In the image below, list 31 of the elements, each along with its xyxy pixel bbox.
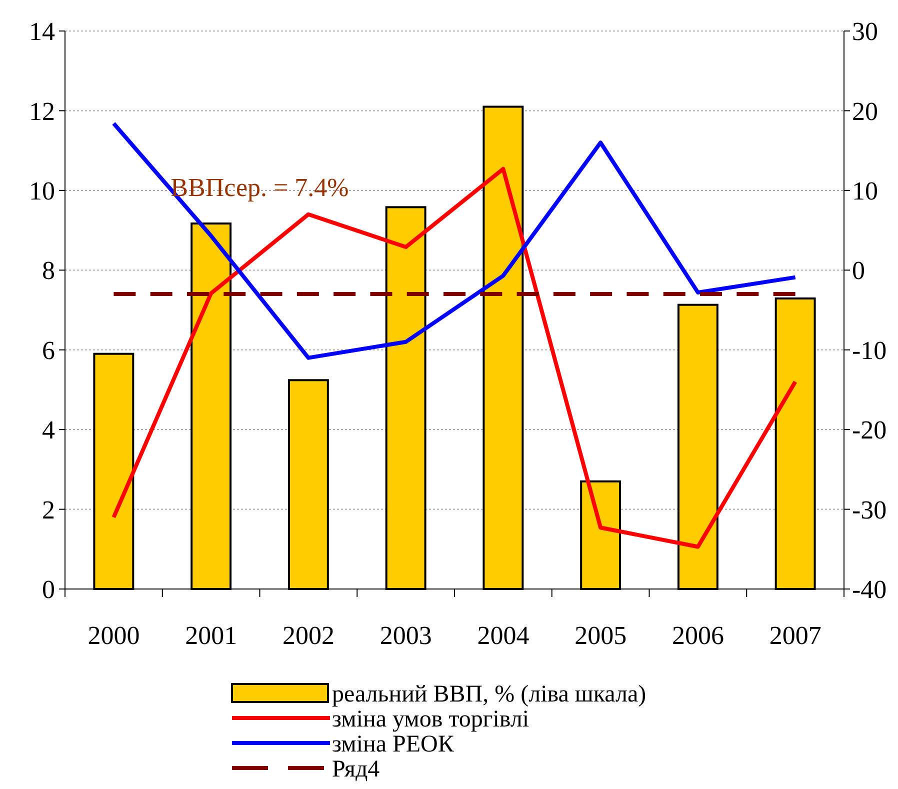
y-tick-label: 8: [42, 256, 55, 286]
legend-label: Ряд4: [332, 756, 380, 782]
y2-tick-label: 20: [852, 96, 878, 126]
line-series: [112, 121, 798, 360]
x-tick-label: 2003: [380, 621, 432, 650]
x-tick-label: 2006: [672, 621, 724, 650]
legend-label: зміна РЕОК: [332, 731, 455, 758]
y2-tick-label: -30: [852, 495, 887, 524]
x-tick-label: 2005: [574, 621, 627, 650]
y2-tick-label: -40: [852, 575, 887, 604]
annotation: ВВПсер. = 7.4%: [170, 173, 349, 202]
y-tick-label: 2: [42, 495, 55, 524]
x-tick-label: 2001: [185, 621, 238, 650]
y2-tick-label: 0: [852, 256, 865, 286]
x-tick-label: 2000: [88, 621, 140, 650]
x-tick-label: 2004: [477, 621, 530, 650]
y-tick-label: 10: [29, 176, 55, 206]
y2-tick-label: 30: [852, 17, 878, 46]
x-tick-label: 2007: [769, 621, 822, 650]
y2-tick-label: -20: [852, 416, 887, 445]
y-tick-label: 14: [29, 17, 55, 46]
y-tick-label: 4: [42, 416, 55, 445]
y-tick-label: 12: [29, 96, 55, 126]
y-tick-label: 0: [42, 575, 55, 604]
y-tick-label: 6: [42, 336, 55, 365]
y2-tick-label: 10: [852, 176, 878, 206]
y2-tick-label: -10: [852, 336, 887, 365]
legend-label: реальний ВВП, % (ліва шкала): [332, 681, 646, 708]
line-series: [112, 166, 798, 549]
x-tick-label: 2002: [282, 621, 334, 650]
legend-label: зміна умов торгівлі: [332, 706, 530, 732]
